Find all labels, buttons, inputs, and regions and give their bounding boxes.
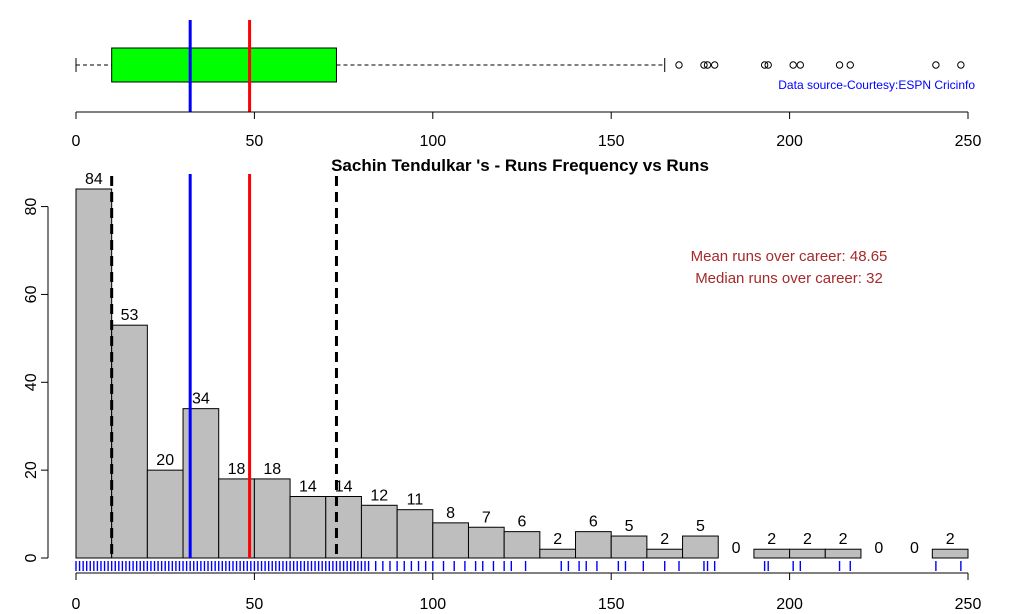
bar-count-label: 14 (299, 479, 317, 496)
bar-count-label: 18 (263, 461, 281, 478)
histogram-x-tick-label: 150 (598, 596, 625, 613)
bar-count-label: 5 (625, 518, 634, 535)
outlier-point (703, 61, 712, 69)
histogram-bar (503, 531, 541, 559)
histogram-bar (325, 496, 362, 559)
outlier-point (846, 61, 854, 69)
histogram-y-tick-label: 0 (23, 553, 40, 562)
histogram-y-tick-label: 40 (23, 373, 40, 391)
bar-count-label: 14 (335, 479, 353, 496)
outlier-point (835, 61, 844, 69)
bar-count-label: 2 (946, 531, 955, 548)
boxplot-panel: 0 50 100 150 200 250 (72, 20, 982, 150)
outlier-point (700, 61, 708, 69)
bar-count-label: 0 (732, 540, 741, 557)
histogram-bar (789, 548, 826, 559)
histogram-x-tick-label: 0 (72, 596, 81, 613)
histogram-bar (646, 548, 684, 559)
outlier-point (675, 61, 683, 69)
bar-count-label: 6 (589, 514, 598, 531)
interquartile-box (111, 47, 337, 83)
histogram-x-tick-label: 100 (419, 596, 446, 613)
bar-count-label: 6 (518, 514, 527, 531)
histogram-bar (360, 504, 398, 559)
bar-count-label: 53 (121, 307, 139, 324)
bar-count-label: 5 (696, 518, 705, 535)
outlier-point (789, 61, 797, 69)
histogram-bar (467, 526, 505, 559)
histogram-bar (824, 548, 862, 559)
histogram-bar (253, 478, 291, 559)
boxplot-x-tick-label: 200 (776, 133, 803, 150)
histogram-bar (610, 535, 648, 559)
bar-count-label: 2 (767, 531, 776, 548)
chart-title: Sachin Tendulkar 's - Runs Frequency vs … (331, 156, 709, 175)
histogram-y-tick-label: 20 (23, 461, 40, 479)
histogram-bar (396, 509, 434, 559)
bar-count-label: 34 (192, 391, 210, 408)
bar-count-label: 2 (839, 531, 848, 548)
histogram-x-tick-label: 250 (955, 596, 982, 613)
histogram-bar (539, 548, 577, 559)
histogram-bar (75, 188, 113, 559)
bar-count-label: 84 (85, 171, 103, 188)
histogram-bar (289, 496, 327, 559)
median-annotation: Median runs over career: 32 (695, 270, 883, 287)
outlier-point (796, 61, 805, 69)
bar-count-label: 20 (156, 452, 174, 469)
bar-count-label: 11 (407, 492, 424, 509)
mean-annotation: Mean runs over career: 48.65 (691, 248, 888, 265)
histogram-x-tick-label: 200 (776, 596, 803, 613)
boxplot-x-tick-label: 150 (598, 133, 625, 150)
outlier-point (932, 61, 940, 69)
bar-count-label: 0 (874, 540, 883, 557)
histogram-bar (432, 522, 469, 559)
outlier-point (760, 61, 769, 69)
bar-count-label: 2 (803, 531, 812, 548)
histogram-bar (753, 548, 791, 559)
bar-count-label: 2 (660, 531, 669, 548)
histogram-bar (575, 531, 612, 559)
histogram-bar (931, 548, 969, 559)
bar-count-label: 12 (370, 487, 388, 504)
outlier-point (957, 61, 965, 69)
histogram-bar (682, 535, 719, 559)
data-source-note: Data source-Courtesy:ESPN Cricinfo (778, 78, 975, 92)
outlier-point (710, 61, 719, 69)
boxplot-x-tick-label: 100 (419, 133, 446, 150)
histogram-x-tick-label: 50 (246, 596, 264, 613)
bar-count-label: 0 (910, 540, 919, 557)
outlier-point (764, 61, 772, 69)
histogram-bar (182, 408, 220, 559)
bar-count-label: 18 (228, 461, 246, 478)
histogram-y-tick-label: 60 (23, 285, 40, 303)
bar-count-label: 8 (446, 505, 455, 522)
boxplot-x-tick-label: 50 (246, 133, 264, 150)
histogram-y-tick-label: 80 (23, 198, 40, 216)
bar-count-label: 7 (482, 509, 491, 526)
boxplot-x-tick-label: 250 (955, 133, 982, 150)
bar-count-label: 2 (553, 531, 562, 548)
histogram-bar (111, 324, 148, 559)
boxplot-x-tick-label: 0 (72, 133, 81, 150)
histogram-bar (146, 469, 184, 559)
